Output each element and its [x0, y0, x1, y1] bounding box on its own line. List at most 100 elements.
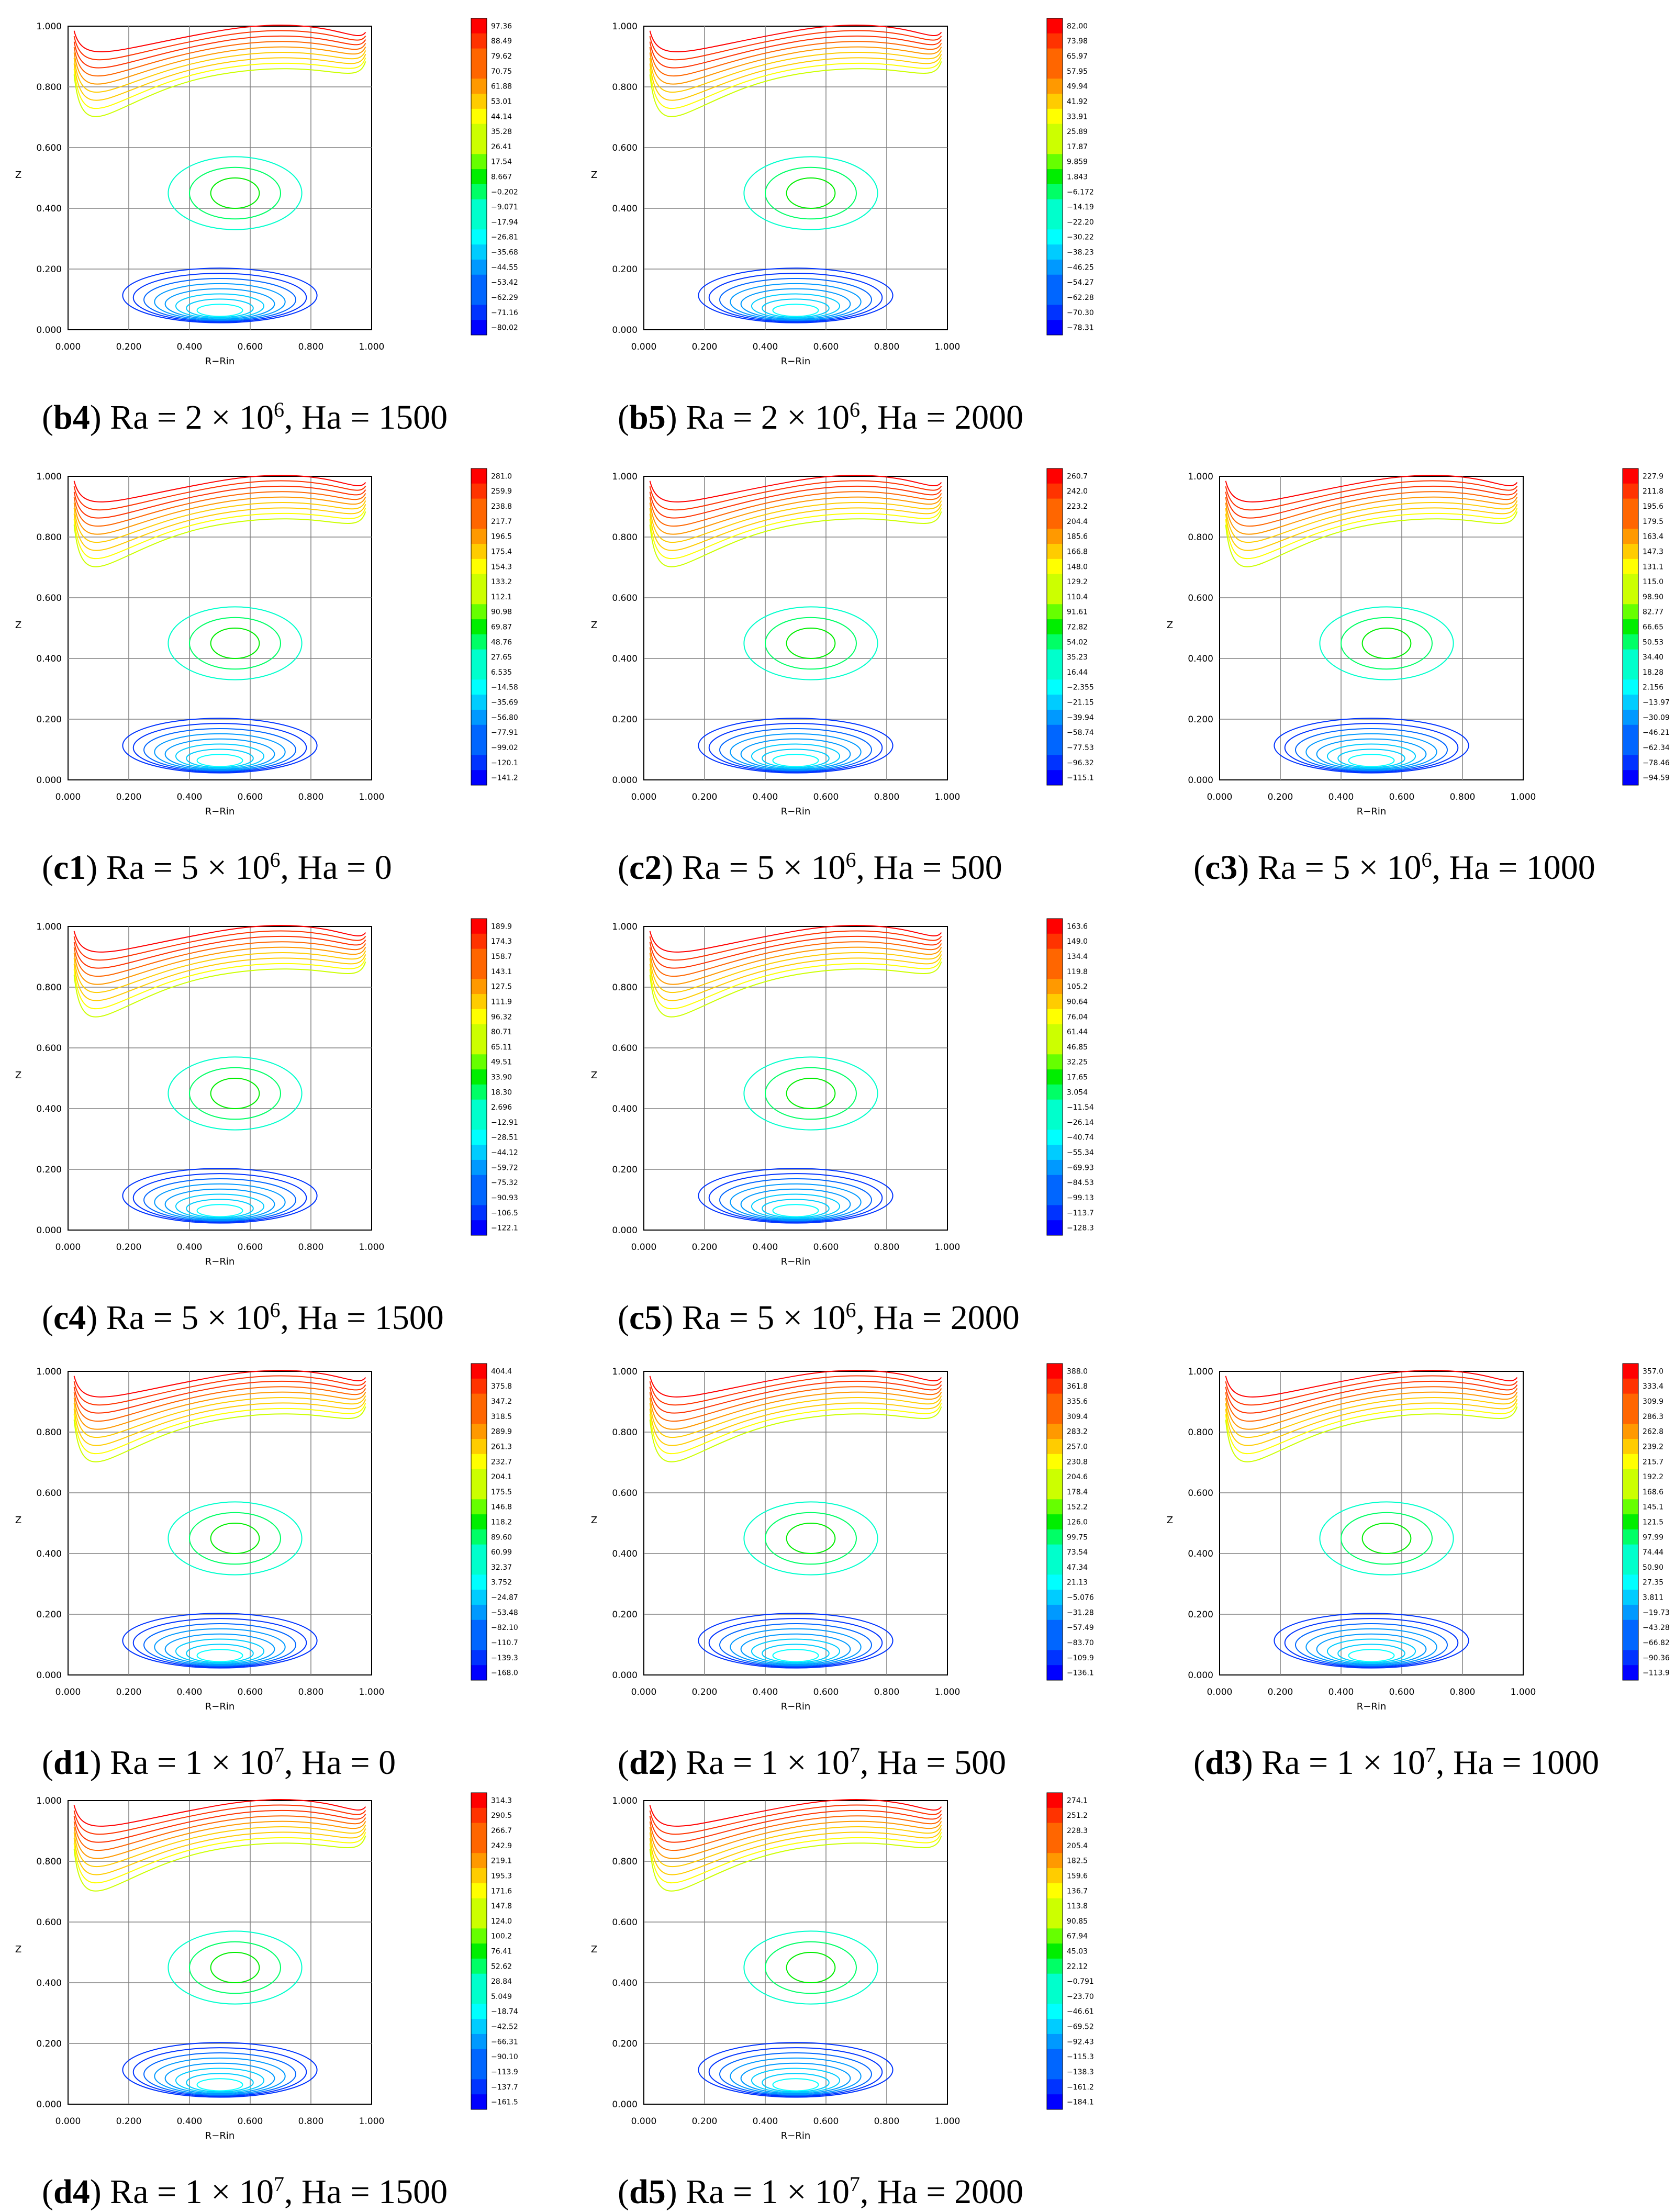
colorbar-cell — [1047, 2094, 1063, 2110]
colorbar-label: −62.28 — [1067, 294, 1094, 302]
colorbar-label: 145.1 — [1643, 1503, 1663, 1512]
colorbar-label: −161.2 — [1067, 2083, 1094, 2092]
colorbar-label: 52.62 — [491, 1962, 512, 1971]
colorbar-cell — [1047, 964, 1063, 979]
y-tick-label: 0.600 — [36, 1043, 62, 1054]
x-tick-label: 0.800 — [298, 2116, 324, 2127]
contour-line-hot — [73, 1804, 366, 1835]
contour-line-cold — [164, 2062, 275, 2094]
colorbar-cell — [1047, 1635, 1063, 1650]
y-tick-label: 0.200 — [1188, 1610, 1213, 1620]
colorbar-cell — [471, 214, 487, 230]
contour-line-cold — [143, 277, 296, 322]
contour-line-hot — [649, 1386, 942, 1422]
colorbar-cell — [471, 124, 487, 139]
caption-part: × 10 — [778, 1744, 850, 1782]
x-axis-label: R−Rin — [205, 1701, 235, 1712]
caption-part: 7 — [1425, 1743, 1436, 1767]
colorbar-cell — [471, 1958, 487, 1974]
colorbar-label: 97.36 — [491, 22, 512, 30]
y-tick-label: 0.600 — [36, 593, 62, 604]
colorbar-cell — [1623, 529, 1638, 544]
caption-part: c2 — [629, 848, 662, 887]
y-axis-label: Z — [591, 170, 597, 181]
colorbar-cell — [1047, 1807, 1063, 1824]
contour-line-hot — [649, 35, 942, 69]
x-axis-label: R−Rin — [781, 2130, 811, 2141]
colorbar-label: −99.13 — [1067, 1194, 1094, 1202]
colorbar-label: 99.75 — [1067, 1533, 1088, 1541]
colorbar-cell — [1047, 724, 1063, 741]
panel-d5: 0.000 0.000 0.200 0.200 0.400 0.400 0.600 0.600… — [576, 1785, 1099, 2211]
colorbar-label: −11.54 — [1067, 1103, 1094, 1112]
colorbar-cell — [471, 964, 487, 979]
contour-line-cold — [762, 1199, 830, 1219]
contour-line-hot — [73, 25, 366, 52]
colorbar-cell — [471, 558, 487, 575]
colorbar-label: −122.1 — [491, 1224, 518, 1233]
y-tick-label: 0.000 — [1188, 1670, 1213, 1681]
colorbar-label: −40.74 — [1067, 1134, 1094, 1142]
x-tick-label: 1.000 — [359, 1687, 385, 1697]
contour-line-hot — [73, 500, 366, 543]
contour-line-cold — [186, 2073, 254, 2093]
colorbar-cell — [1047, 1544, 1063, 1560]
colorbar-cell — [471, 1883, 487, 1899]
contour-line-cold — [196, 2078, 243, 2092]
colorbar-label: 33.90 — [491, 1074, 512, 1082]
y-tick-label: 0.400 — [36, 204, 62, 214]
plot-frame — [1219, 476, 1524, 780]
x-tick-label: 0.400 — [177, 342, 203, 352]
colorbar-cell — [471, 589, 487, 605]
colorbar-label: 388.0 — [1067, 1367, 1088, 1376]
y-tick-label: 0.800 — [36, 982, 62, 993]
colorbar-cell — [1047, 2034, 1063, 2050]
contour-line-cold — [1305, 733, 1437, 771]
colorbar-cell — [1047, 305, 1063, 320]
colorbar-label: 217.7 — [491, 518, 512, 526]
colorbar-label: −35.68 — [491, 249, 518, 257]
contour-line-mid — [765, 617, 857, 670]
x-tick-label: 0.400 — [1328, 1687, 1354, 1697]
caption-part: , Ha = — [856, 1299, 951, 1337]
x-tick-label: 0.000 — [55, 342, 81, 352]
x-tick-label: 0.400 — [1328, 792, 1354, 802]
colorbar-cell — [1047, 1054, 1063, 1070]
caption-part: 5 — [757, 848, 775, 887]
colorbar-label: 286.3 — [1643, 1413, 1663, 1421]
contour-line-cold — [186, 1644, 254, 1663]
contour-line-cold — [122, 267, 318, 323]
x-tick-label: 0.800 — [1450, 1687, 1476, 1697]
caption-part: ) Ra = — [86, 1299, 182, 1337]
colorbar-label: −21.15 — [1067, 699, 1094, 707]
caption-part: 2000 — [954, 2173, 1024, 2211]
x-tick-label: 0.800 — [1450, 792, 1476, 802]
colorbar-cell — [471, 1393, 487, 1409]
colorbar-cell — [471, 1665, 487, 1681]
colorbar-cell — [1047, 1559, 1063, 1575]
colorbar-label: 61.44 — [1067, 1028, 1088, 1036]
colorbar-label: −90.10 — [491, 2053, 518, 2061]
x-axis-label: R−Rin — [781, 1256, 811, 1267]
contour-line-hot — [649, 54, 942, 101]
contour-lines — [1225, 475, 1518, 774]
caption-part: , Ha = — [280, 1299, 375, 1337]
caption-part: 1000 — [1530, 1744, 1600, 1782]
contour-line-hot — [1225, 491, 1518, 527]
caption-part: 500 — [954, 1744, 1007, 1782]
colorbar-label: 175.4 — [491, 548, 512, 556]
colorbar-cell — [471, 229, 487, 245]
colorbar-cell — [471, 184, 487, 200]
x-tick-label: 0.400 — [177, 1687, 203, 1697]
colorbar-label: 50.90 — [1643, 1563, 1663, 1572]
colorbar-label: 112.1 — [491, 593, 512, 601]
caption-part: ) Ra = — [665, 1744, 761, 1782]
colorbar-cell — [1047, 919, 1063, 934]
contour-line-hot — [649, 1370, 942, 1398]
colorbar-label: −26.14 — [1067, 1119, 1094, 1127]
x-tick-label: 0.400 — [753, 1687, 778, 1697]
contour-line-hot — [649, 951, 942, 993]
y-tick-label: 1.000 — [36, 1367, 62, 1377]
contour-line-cold — [122, 1613, 318, 1669]
contour-line-cold — [175, 2068, 265, 2093]
